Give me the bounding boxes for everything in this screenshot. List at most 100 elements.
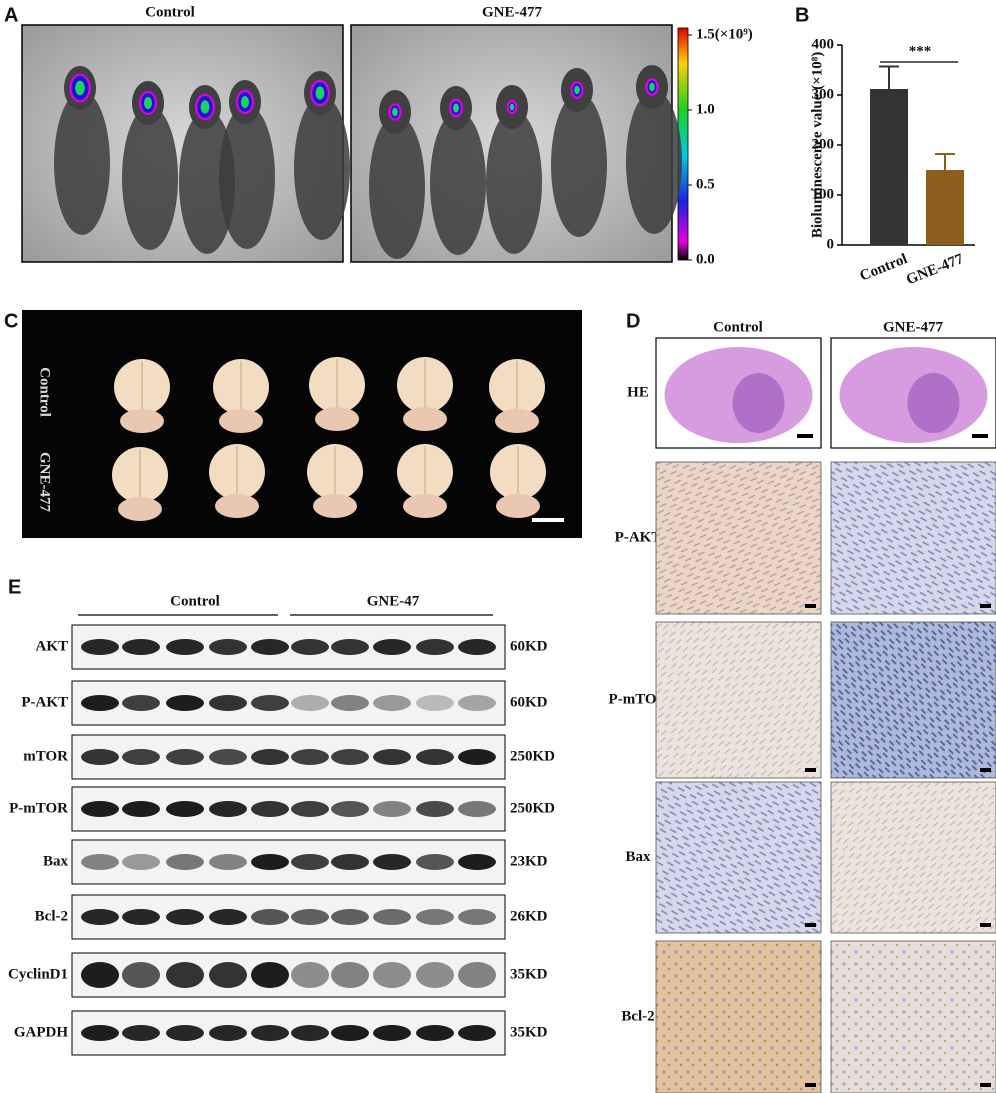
size-label: 60KD	[510, 694, 548, 710]
band	[251, 1025, 289, 1041]
mouse-body	[551, 93, 607, 237]
band	[373, 801, 411, 817]
colorbar-tick-label: 0.0	[696, 251, 715, 267]
band	[81, 749, 119, 765]
band	[209, 639, 247, 655]
he-tumor	[907, 373, 960, 433]
protein-label: Bcl-2	[35, 908, 68, 924]
brains	[112, 357, 546, 521]
panel-label: B	[795, 4, 809, 26]
band	[166, 801, 204, 817]
scale-bar	[532, 518, 564, 522]
band	[251, 695, 289, 711]
y-tick-label: 400	[812, 36, 835, 52]
band	[166, 639, 204, 655]
signal-core	[241, 96, 249, 108]
band	[122, 801, 160, 817]
band	[331, 909, 369, 925]
y-axis-label: Bioluminescence value (×10⁸)	[809, 52, 825, 238]
brain-cerebellum	[215, 494, 259, 518]
y-tick-label: 200	[812, 136, 835, 152]
scale-bar	[805, 1083, 816, 1087]
size-label: 250KD	[510, 800, 555, 816]
band	[81, 639, 119, 655]
signal-core	[574, 85, 580, 95]
band	[416, 695, 454, 711]
band	[416, 962, 454, 988]
group-title: GNE-477	[482, 4, 543, 20]
colorbar-tick-label: 1.0	[696, 101, 715, 117]
size-label: 23KD	[510, 853, 548, 869]
mouse-body	[626, 90, 682, 234]
band	[81, 695, 119, 711]
brain-cerebellum	[496, 494, 540, 518]
scale-bar	[972, 434, 988, 438]
band	[122, 1025, 160, 1041]
protein-label: GAPDH	[14, 1024, 68, 1040]
brain-cerebellum	[403, 407, 447, 431]
mouse-body	[294, 96, 350, 240]
scale-bar	[805, 768, 816, 772]
mouse-body	[54, 91, 110, 235]
bar	[926, 170, 964, 245]
protein-label: Bax	[43, 853, 69, 869]
band	[373, 749, 411, 765]
band	[331, 1025, 369, 1041]
row-label: HE	[627, 384, 649, 400]
band	[458, 639, 496, 655]
mouse-body	[219, 105, 275, 249]
band	[251, 909, 289, 925]
scale-bar	[797, 434, 813, 438]
panel-label: C	[4, 310, 18, 332]
x-tick-label: Control	[858, 251, 910, 284]
panel-label: A	[4, 4, 18, 26]
row-label: P-mTOR	[609, 691, 668, 707]
band	[373, 909, 411, 925]
column-title: Control	[713, 319, 763, 335]
group-title: Control	[145, 4, 195, 20]
band	[373, 639, 411, 655]
ihc-image	[830, 461, 996, 615]
brain-photo	[22, 310, 582, 538]
band	[291, 1025, 329, 1041]
bar	[870, 89, 908, 245]
band	[81, 909, 119, 925]
scale-bar	[980, 923, 991, 927]
scale-bar	[805, 604, 816, 608]
signal-core	[509, 103, 515, 111]
group-title: Control	[170, 593, 220, 609]
size-label: 26KD	[510, 908, 548, 924]
protein-label: CyclinD1	[8, 966, 68, 982]
band	[416, 1025, 454, 1041]
band	[331, 801, 369, 817]
band	[166, 1025, 204, 1041]
band	[291, 909, 329, 925]
band	[251, 962, 289, 988]
bar-chart: B Bioluminescence value (×10⁸) 0 100 200 30…	[795, 4, 975, 288]
band	[373, 854, 411, 870]
band	[373, 962, 411, 988]
size-label: 35KD	[510, 1024, 548, 1040]
band	[166, 854, 204, 870]
ihc-image	[655, 621, 822, 779]
band	[81, 854, 119, 870]
scale-bar	[980, 604, 991, 608]
signal-core	[144, 97, 152, 109]
protein-label: P-AKT	[21, 694, 68, 710]
band	[458, 1025, 496, 1041]
panel-label: D	[626, 310, 640, 332]
band	[458, 909, 496, 925]
ihc-image	[830, 621, 996, 779]
ihc-image	[830, 940, 996, 1093]
mouse-body	[369, 115, 425, 259]
mice	[54, 65, 682, 259]
band	[166, 749, 204, 765]
ihc-image	[655, 940, 822, 1093]
band	[331, 695, 369, 711]
band	[416, 749, 454, 765]
band	[209, 909, 247, 925]
ihc-image	[830, 781, 996, 934]
band	[291, 639, 329, 655]
ihc-image	[655, 461, 822, 615]
